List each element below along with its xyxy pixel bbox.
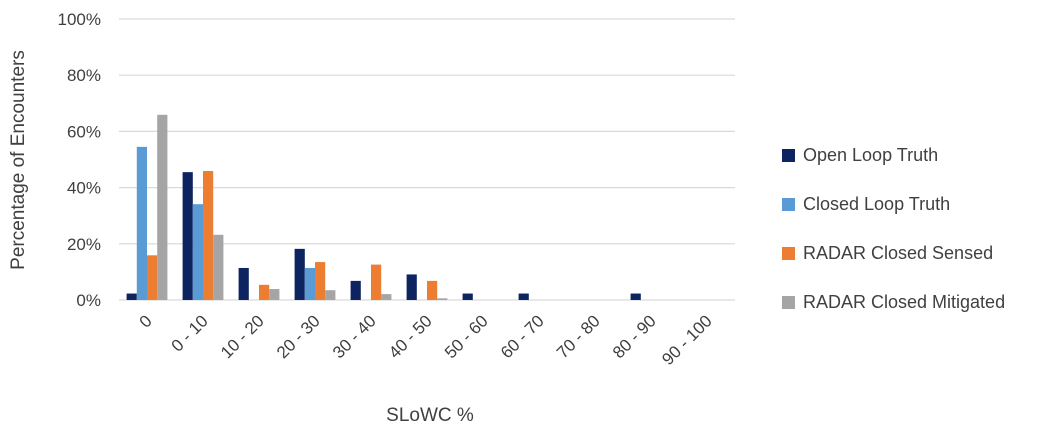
bar bbox=[371, 264, 382, 300]
legend-label: Open Loop Truth bbox=[803, 145, 938, 165]
bar bbox=[192, 204, 203, 300]
bars bbox=[126, 114, 641, 300]
x-axis-title: SLoWC % bbox=[386, 405, 474, 426]
legend-swatch bbox=[782, 247, 795, 260]
bar bbox=[462, 293, 473, 300]
legend-swatch bbox=[782, 296, 795, 309]
bar bbox=[269, 289, 280, 300]
y-axis-title: Percentage of Encounters bbox=[8, 50, 29, 270]
y-tick-label: 100% bbox=[58, 10, 101, 29]
x-tick-label: 20 - 30 bbox=[273, 311, 324, 362]
x-tick-label: 30 - 40 bbox=[329, 311, 380, 362]
bar bbox=[147, 255, 158, 300]
legend-swatch bbox=[782, 149, 795, 162]
bar bbox=[630, 293, 641, 300]
bar bbox=[325, 290, 336, 300]
bar bbox=[157, 114, 168, 300]
legend-swatch bbox=[782, 198, 795, 211]
x-tick-labels: 0 0 - 10 10 - 20 20 - 30 30 - 40 40 - 50 50 - … bbox=[136, 311, 716, 369]
x-tick-label: 80 - 90 bbox=[609, 311, 660, 362]
y-tick-label: 60% bbox=[67, 122, 101, 141]
bar bbox=[182, 172, 193, 300]
x-tick-label: 0 bbox=[136, 311, 156, 331]
bar bbox=[238, 267, 249, 300]
bar bbox=[294, 248, 305, 300]
bar bbox=[315, 262, 326, 300]
bar bbox=[259, 284, 270, 300]
legend-label: Closed Loop Truth bbox=[803, 194, 950, 214]
y-tick-label: 0% bbox=[76, 291, 101, 310]
bar bbox=[427, 280, 438, 300]
bar bbox=[518, 293, 529, 300]
bar bbox=[406, 274, 417, 300]
bar bbox=[381, 294, 392, 300]
x-tick-label: 60 - 70 bbox=[497, 311, 548, 362]
bar bbox=[203, 171, 214, 300]
legend: Open Loop Truth Closed Loop Truth RADAR Cl… bbox=[782, 145, 1005, 312]
x-tick-label: 90 - 100 bbox=[658, 311, 716, 369]
bar bbox=[304, 267, 315, 300]
bar bbox=[126, 293, 137, 300]
bar bbox=[213, 234, 224, 300]
x-tick-label: 0 - 10 bbox=[168, 311, 212, 355]
x-tick-label: 70 - 80 bbox=[553, 311, 604, 362]
y-tick-label: 20% bbox=[67, 235, 101, 254]
x-tick-label: 10 - 20 bbox=[217, 311, 268, 362]
y-tick-label: 80% bbox=[67, 66, 101, 85]
y-tick-labels: 0% 20% 40% 60% 80% 100% bbox=[58, 10, 101, 310]
x-tick-label: 50 - 60 bbox=[441, 311, 492, 362]
bar bbox=[136, 146, 147, 300]
legend-label: RADAR Closed Mitigated bbox=[803, 292, 1005, 312]
y-tick-label: 40% bbox=[67, 179, 101, 198]
bar bbox=[350, 280, 361, 300]
bar bbox=[437, 298, 448, 300]
x-tick-label: 40 - 50 bbox=[385, 311, 436, 362]
legend-label: RADAR Closed Sensed bbox=[803, 243, 993, 263]
